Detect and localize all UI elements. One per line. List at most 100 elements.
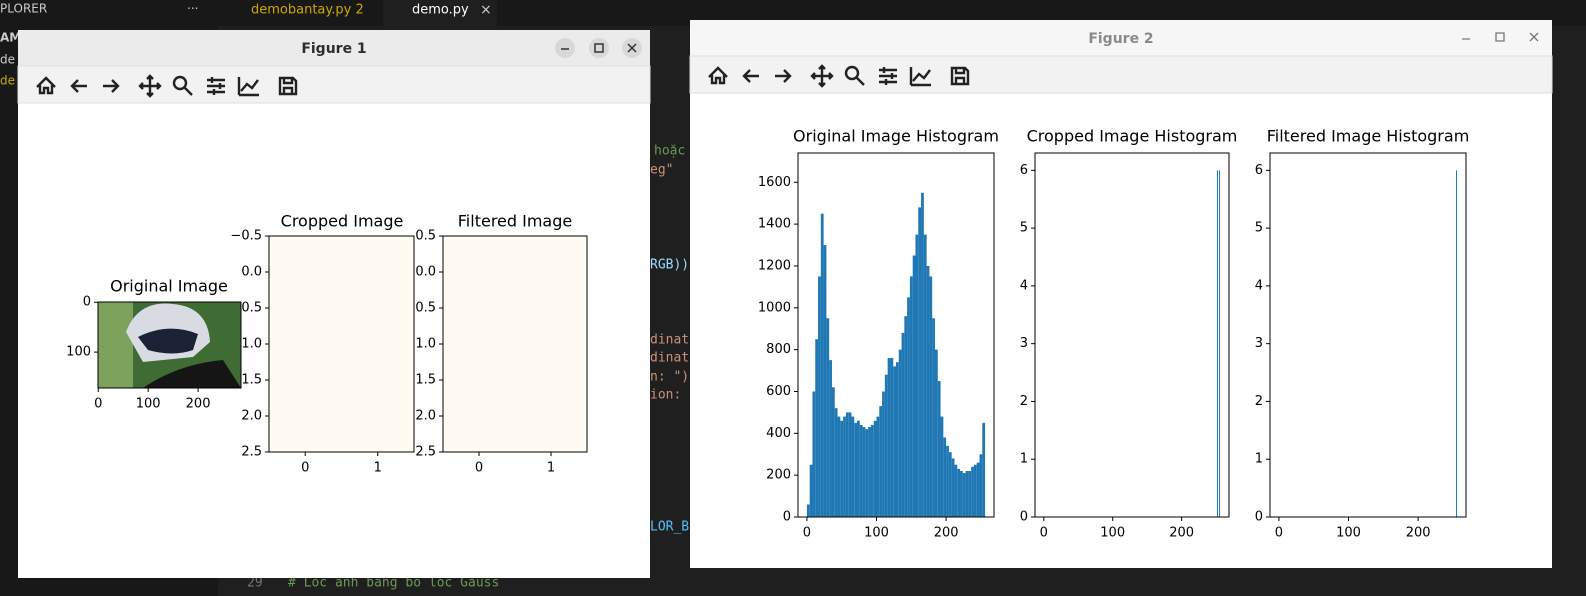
y-tick-label: 400 <box>766 426 791 441</box>
sidebar-item: de <box>0 53 15 67</box>
toolbar-button[interactable] <box>879 67 897 85</box>
axes-title: Original Image <box>110 277 228 296</box>
tab-close[interactable]: × <box>480 2 492 18</box>
x-tick-label: 200 <box>934 526 959 541</box>
toolbar-button[interactable] <box>742 69 759 83</box>
toolbar-button[interactable] <box>207 77 225 95</box>
histogram-bar <box>1455 170 1457 518</box>
y-tick-label: 0 <box>783 510 791 525</box>
histogram-bar <box>854 422 858 517</box>
histogram-bar <box>820 213 824 517</box>
histogram-bar <box>812 391 816 517</box>
toolbar-button[interactable] <box>70 79 87 93</box>
window-title: Figure 1 <box>301 41 366 57</box>
histogram-bar <box>907 297 910 517</box>
tab-label[interactable]: demobantay.py 2 <box>251 3 364 18</box>
histogram-bar <box>840 420 844 517</box>
toolbar-button[interactable] <box>103 79 120 93</box>
y-tick-label: 0.0 <box>415 265 436 280</box>
toolbar-button[interactable] <box>172 75 193 96</box>
y-tick-label: 1200 <box>758 258 791 273</box>
y-tick-label: 2 <box>1255 394 1263 409</box>
histogram-bar <box>829 360 832 517</box>
x-tick-label: 0 <box>1275 526 1283 541</box>
histogram-bar <box>884 374 888 517</box>
axes-frame <box>97 301 242 389</box>
y-tick-label: 0.5 <box>415 301 436 316</box>
toolbar-button[interactable] <box>708 66 728 85</box>
y-tick-label: 2.5 <box>241 445 262 460</box>
y-tick-label: 1400 <box>758 217 791 232</box>
axes-title: Filtered Image <box>458 212 572 231</box>
window-buttons[interactable] <box>1462 32 1539 42</box>
maximize-button[interactable] <box>589 38 609 58</box>
x-tick-label: 100 <box>1100 526 1125 541</box>
toolbar-button[interactable] <box>844 65 865 86</box>
histogram-bar <box>870 424 874 517</box>
code: dinat <box>650 333 689 348</box>
histogram-bar <box>948 452 952 517</box>
y-tick-label: 5 <box>1255 221 1263 236</box>
y-tick-label: 1 <box>1020 452 1028 467</box>
histogram-bar <box>879 406 883 517</box>
histogram-bar <box>815 339 819 517</box>
histogram-bar <box>837 416 841 517</box>
histogram-bar <box>951 458 955 517</box>
code: ion: <box>650 388 681 403</box>
histogram-bar <box>896 362 899 517</box>
toolbar-button[interactable] <box>278 76 298 96</box>
toolbar-button[interactable] <box>950 66 970 86</box>
histogram-bar <box>851 416 855 517</box>
histogram-bar <box>876 416 880 517</box>
code: LOR_B <box>650 520 689 535</box>
histogram-bar <box>940 416 944 517</box>
toolbar-button[interactable] <box>810 64 834 88</box>
axes-title: Cropped Image Histogram <box>1027 127 1238 146</box>
histogram-bar <box>971 466 974 517</box>
histogram-bar <box>954 464 958 517</box>
histogram-bar <box>918 207 922 517</box>
histogram-bar <box>848 412 852 517</box>
y-tick-label: 2.5 <box>415 445 436 460</box>
y-tick-label: 1 <box>1255 452 1263 467</box>
y-tick-label: 0.5 <box>241 301 262 316</box>
toolbar-button[interactable] <box>775 69 792 83</box>
y-tick-label: 1.0 <box>241 337 262 352</box>
y-tick-label: 4 <box>1255 278 1263 293</box>
histogram-bar <box>934 349 938 517</box>
toolbar-button[interactable] <box>237 77 259 97</box>
y-tick-label: 800 <box>766 342 791 357</box>
histogram-bar <box>818 276 821 517</box>
histogram-bar <box>868 427 871 517</box>
explorer-menu[interactable]: ··· <box>187 2 198 16</box>
toolbar <box>689 55 1553 94</box>
x-tick-label: 0 <box>94 397 102 412</box>
tab[interactable] <box>222 0 380 26</box>
code: hoặc <box>654 144 685 159</box>
x-tick-label: 0 <box>1040 526 1048 541</box>
toolbar-button[interactable] <box>909 67 931 87</box>
axes-title: Cropped Image <box>281 212 404 231</box>
histogram-bar <box>946 445 949 517</box>
image-part <box>98 302 133 388</box>
y-tick-label: 0 <box>1020 510 1028 525</box>
tab-active[interactable] <box>383 0 497 26</box>
histogram-bar <box>960 470 963 517</box>
histogram-bar <box>1217 170 1219 518</box>
y-tick-label: 2.0 <box>241 409 262 424</box>
title-bar <box>18 30 650 66</box>
axes-frame <box>797 152 995 518</box>
sidebar-item: de <box>0 74 15 88</box>
minimize-button[interactable] <box>555 38 575 58</box>
toolbar-button[interactable] <box>138 74 162 98</box>
histogram-bar <box>979 454 983 517</box>
toolbar-button[interactable] <box>36 76 56 95</box>
tab-label[interactable]: demo.py <box>412 3 469 18</box>
y-tick-label: 600 <box>766 384 791 399</box>
code: dinat <box>650 351 689 366</box>
y-tick-label: 3 <box>1255 336 1263 351</box>
histogram-bar <box>912 255 916 518</box>
x-tick-label: 0 <box>803 526 811 541</box>
line-number: 29 <box>247 576 263 591</box>
